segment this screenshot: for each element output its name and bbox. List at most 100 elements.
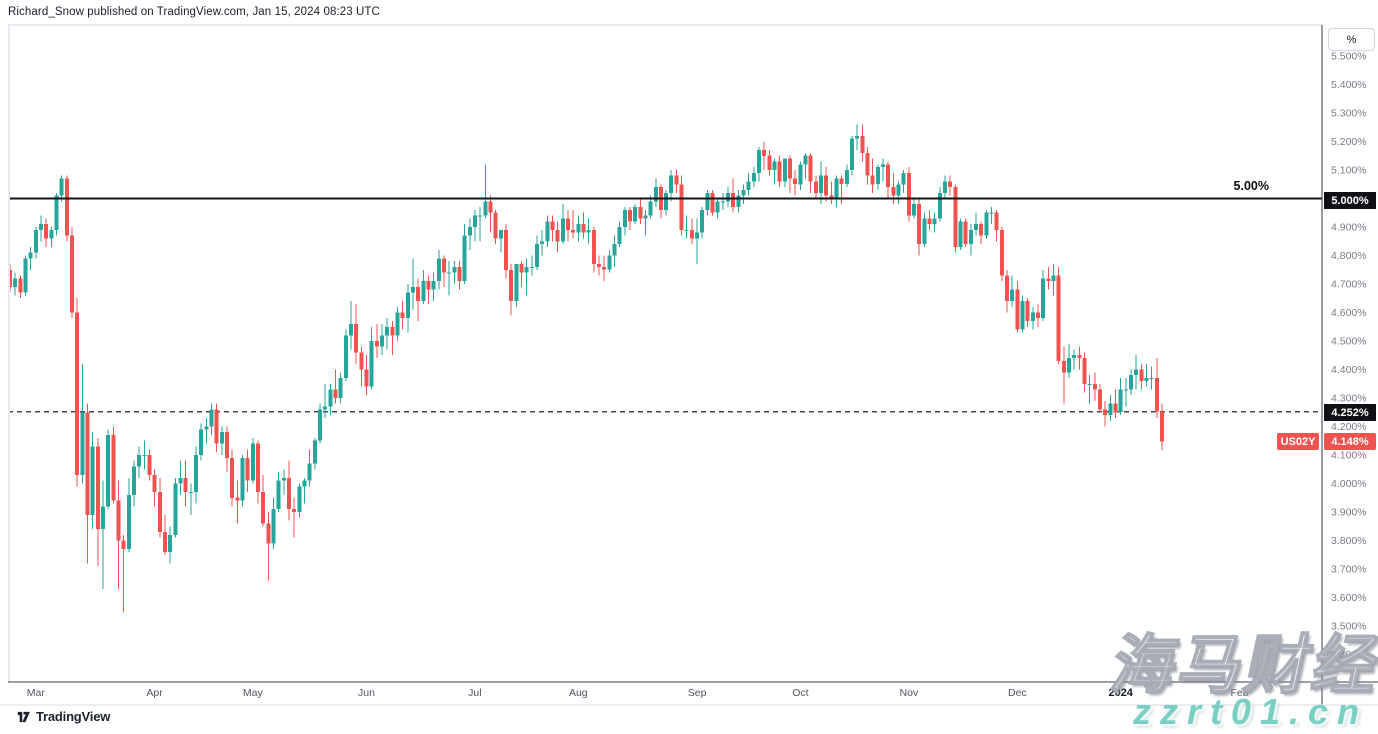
candle bbox=[669, 170, 674, 202]
five-percent-axis-badge: 5.000% bbox=[1324, 192, 1376, 209]
candle bbox=[199, 423, 204, 461]
candle bbox=[116, 480, 121, 589]
price-tick-label: 4.900% bbox=[1331, 222, 1367, 234]
candle bbox=[932, 212, 937, 233]
candle bbox=[571, 209, 576, 239]
candle bbox=[1010, 275, 1015, 307]
candle bbox=[741, 184, 746, 205]
candle bbox=[855, 124, 860, 151]
candle bbox=[266, 512, 271, 581]
time-tick-label: Sep bbox=[688, 687, 707, 699]
candle bbox=[1098, 383, 1102, 413]
candle bbox=[359, 346, 364, 387]
candle bbox=[111, 426, 116, 504]
candle bbox=[514, 264, 519, 307]
candle bbox=[271, 497, 276, 549]
candle bbox=[762, 141, 767, 170]
price-tick-label: 3.700% bbox=[1331, 564, 1367, 576]
candle bbox=[152, 469, 157, 507]
candle bbox=[204, 417, 209, 444]
candle bbox=[230, 449, 235, 507]
candle bbox=[1077, 346, 1082, 370]
candle bbox=[276, 472, 281, 512]
candle bbox=[395, 306, 400, 341]
candle bbox=[989, 207, 994, 225]
candle bbox=[312, 437, 317, 470]
candle bbox=[1082, 352, 1087, 393]
candle bbox=[757, 147, 762, 182]
price-scale[interactable] bbox=[1323, 25, 1378, 682]
candlestick-series bbox=[8, 124, 1164, 612]
price-tick-label: 4.300% bbox=[1331, 393, 1367, 405]
candle bbox=[462, 224, 467, 284]
candle bbox=[1144, 363, 1149, 387]
percent-unit-button[interactable]: % bbox=[1328, 28, 1375, 51]
candle bbox=[700, 207, 705, 239]
time-tick-label: Aug bbox=[569, 687, 588, 699]
candle bbox=[798, 161, 803, 190]
time-scale[interactable] bbox=[8, 683, 1322, 705]
watermark-url: zzrt01.cn bbox=[1132, 691, 1368, 732]
candle bbox=[1020, 295, 1025, 333]
price-tick-label: 4.800% bbox=[1331, 250, 1367, 262]
candle bbox=[901, 170, 906, 193]
candle bbox=[633, 204, 638, 225]
candle bbox=[974, 212, 978, 236]
candle bbox=[416, 278, 421, 321]
candle bbox=[90, 432, 95, 530]
candle bbox=[261, 474, 266, 527]
candle bbox=[1087, 375, 1092, 404]
candle bbox=[126, 477, 131, 552]
candle bbox=[927, 209, 932, 230]
time-tick-label: Oct bbox=[792, 687, 808, 699]
candle bbox=[157, 477, 162, 538]
candle bbox=[33, 227, 38, 259]
candle bbox=[1072, 349, 1077, 370]
candle bbox=[617, 221, 622, 247]
candle bbox=[782, 158, 787, 188]
candle bbox=[715, 198, 720, 219]
candle bbox=[1149, 366, 1154, 390]
tradingview-logo[interactable]: TradingView bbox=[16, 709, 110, 724]
candle bbox=[803, 152, 808, 179]
candle bbox=[912, 198, 917, 219]
candle bbox=[695, 218, 700, 265]
candle bbox=[679, 175, 684, 236]
candle bbox=[529, 255, 534, 276]
candle bbox=[638, 198, 643, 225]
candle bbox=[163, 514, 167, 555]
candle bbox=[338, 372, 343, 404]
candle bbox=[560, 204, 565, 245]
candle bbox=[452, 261, 457, 284]
candle bbox=[287, 460, 291, 521]
candle bbox=[731, 178, 736, 213]
candle bbox=[1041, 269, 1046, 321]
candle bbox=[602, 255, 607, 282]
candle bbox=[994, 209, 999, 242]
time-tick-label: May bbox=[243, 687, 264, 699]
candle bbox=[323, 383, 328, 418]
candle bbox=[147, 449, 152, 481]
price-tick-label: 5.500% bbox=[1331, 51, 1367, 63]
candle bbox=[999, 227, 1004, 282]
candle bbox=[1103, 400, 1108, 427]
time-tick-label: Jul bbox=[468, 687, 481, 699]
candle bbox=[137, 446, 142, 478]
time-tick-label: Jun bbox=[358, 687, 375, 699]
candle bbox=[746, 172, 751, 196]
candle bbox=[44, 218, 49, 247]
tradingview-logo-text: TradingView bbox=[36, 709, 111, 724]
candle bbox=[80, 363, 85, 484]
time-tick-label: Dec bbox=[1008, 687, 1027, 699]
candle bbox=[886, 161, 891, 199]
candle bbox=[483, 164, 488, 219]
candle bbox=[240, 455, 245, 507]
candle bbox=[250, 437, 255, 484]
candle bbox=[343, 329, 348, 381]
candle bbox=[256, 440, 260, 504]
candle bbox=[1030, 306, 1035, 330]
candle bbox=[431, 272, 436, 302]
candle bbox=[777, 155, 782, 188]
